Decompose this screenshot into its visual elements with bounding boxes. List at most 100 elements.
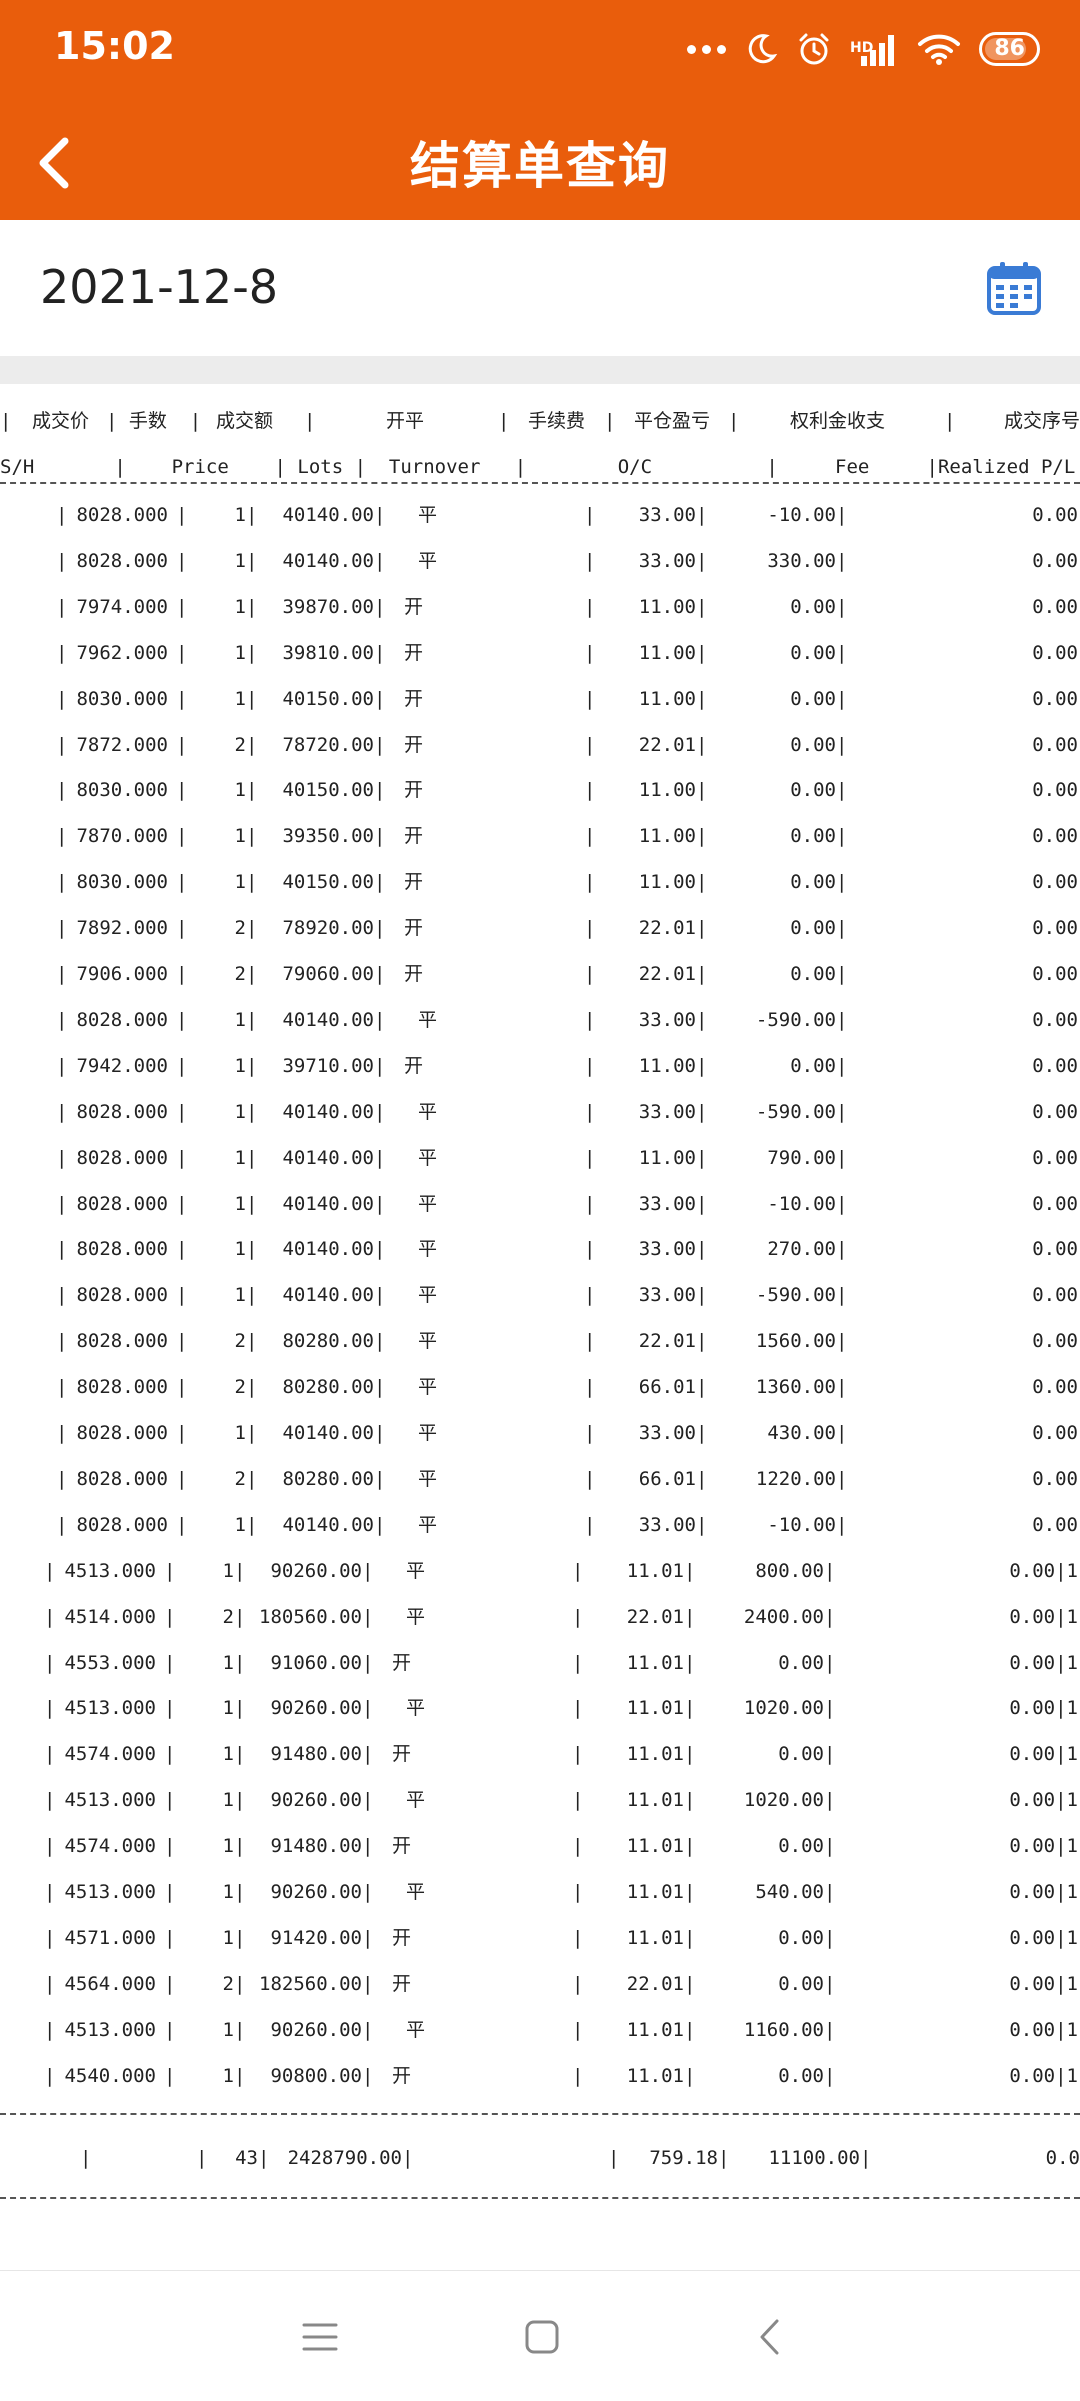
column-separator: | xyxy=(584,1146,596,1169)
cell-lots: 1 xyxy=(222,1697,234,1720)
cell-premium: 0.00|1 xyxy=(1009,1651,1078,1674)
column-separator: | xyxy=(696,1192,708,1215)
column-separator: | xyxy=(684,1605,696,1628)
cell-realized-pl: -590.00 xyxy=(755,1284,836,1307)
column-separator: | xyxy=(56,549,68,572)
cell-oc: 平 xyxy=(406,1605,426,1628)
column-separator: | xyxy=(836,779,848,802)
column-separator: | xyxy=(684,1697,696,1720)
column-separator: | xyxy=(584,1054,596,1077)
column-separator: | xyxy=(164,1789,176,1812)
cell-fee: 22.01 xyxy=(638,963,696,985)
back-button[interactable] xyxy=(20,128,90,198)
column-separator: | xyxy=(56,1100,68,1123)
calendar-button[interactable] xyxy=(986,260,1042,316)
column-separator: | xyxy=(246,825,258,848)
cell-realized-pl: -590.00 xyxy=(755,1008,836,1031)
column-separator: | xyxy=(718,2146,730,2169)
column-separator: | xyxy=(374,871,386,894)
cell-fee: 33.00 xyxy=(638,504,696,526)
cell-price: 8028.000 xyxy=(76,1192,168,1215)
column-separator: | xyxy=(374,549,386,572)
menu-button[interactable] xyxy=(280,2299,360,2375)
cell-oc: 开 xyxy=(392,1835,412,1858)
column-separator: | xyxy=(362,1972,374,1995)
cell-price: 8030.000 xyxy=(76,779,168,802)
cell-lots: 1 xyxy=(222,1743,234,1766)
back-icon xyxy=(760,2319,779,2355)
column-separator: | xyxy=(836,641,848,664)
system-nav-bar xyxy=(0,2270,1080,2401)
cell-oc: 开 xyxy=(404,595,424,618)
table-row: | 4574.000 | 1 | 91480.00 | 开 | 11.01 | 0.00 | 0.00|1 xyxy=(0,1823,1080,1869)
cell-price: 7906.000 xyxy=(76,963,168,985)
column-separator: | xyxy=(836,825,848,848)
home-button[interactable] xyxy=(502,2299,582,2375)
column-separator: | xyxy=(374,1330,386,1353)
table-row: | 8030.000 | 1 | 40150.00 | 开 | 11.00 | 0.00 | 0.00 xyxy=(0,767,1080,813)
column-separator: | xyxy=(572,1972,584,1995)
cell-fee: 33.00 xyxy=(638,1513,696,1536)
column-separator: | xyxy=(584,1513,596,1536)
column-separator: | xyxy=(824,1789,836,1812)
cell-turnover: 80280.00 xyxy=(282,1467,374,1490)
cell-price: 4564.000 xyxy=(64,1972,156,1995)
column-separator: | xyxy=(836,1238,848,1261)
cell-oc: 开 xyxy=(392,1743,412,1766)
cell-price: 8028.000 xyxy=(76,1008,168,1031)
cell-premium: 0.00 xyxy=(1032,871,1078,894)
cell-oc: 开 xyxy=(404,687,424,710)
cell-turnover: 91060.00 xyxy=(270,1651,362,1674)
column-separator: | xyxy=(164,2018,176,2041)
column-separator: | xyxy=(696,1330,708,1353)
cell-lots: 1 xyxy=(234,1192,246,1215)
column-separator: | xyxy=(56,595,68,618)
column-separator: | xyxy=(44,1559,56,1582)
column-separator: | xyxy=(584,1376,596,1399)
cell-price: 7870.000 xyxy=(76,825,168,848)
column-separator: | xyxy=(584,963,596,985)
table-row: | 7872.000 | 2 | 78720.00 | 开 | 22.01 | 0.00 | 0.00 xyxy=(0,722,1080,768)
date-row: 2021-12-8 xyxy=(0,220,1080,356)
column-separator: | xyxy=(584,1330,596,1353)
column-separator: | xyxy=(572,1697,584,1720)
cell-oc: 平 xyxy=(418,1238,438,1261)
column-separator: | xyxy=(164,1651,176,1674)
column-separator: | xyxy=(684,1789,696,1812)
header-cn-row: | 成交价 | 手数 | 成交额 | 开平 | 手续费 | 平仓盈亏 | 权利金… xyxy=(0,398,1080,444)
selected-date[interactable]: 2021-12-8 xyxy=(40,260,279,314)
nav-back-button[interactable] xyxy=(730,2299,810,2375)
table-row: | 7974.000 | 1 | 39870.00 | 开 | 11.00 | 0.00 | 0.00 xyxy=(0,584,1080,630)
column-separator: | xyxy=(836,595,848,618)
cell-lots: 2 xyxy=(234,733,246,756)
column-separator: | xyxy=(824,1926,836,1949)
column-separator: | xyxy=(246,963,258,985)
cell-realized-pl: 11100.00 xyxy=(768,2146,860,2169)
cell-premium: 0.00 xyxy=(1032,595,1078,618)
column-separator: | xyxy=(164,1697,176,1720)
column-separator: | xyxy=(374,1467,386,1490)
table-row: | 8028.000 | 2 | 80280.00 | 平 | 66.01 | 1220.00 | 0.0… xyxy=(0,1456,1080,1502)
cell-realized-pl: 0.00 xyxy=(778,1926,824,1949)
cell-realized-pl: 0.00 xyxy=(790,779,836,802)
column-separator: | xyxy=(56,1146,68,1169)
cell-realized-pl: 800.00 xyxy=(755,1559,824,1582)
settlement-statement[interactable]: | 成交价 | 手数 | 成交额 | 开平 | 手续费 | 平仓盈亏 | 权利金… xyxy=(0,384,1080,2220)
total-row: | | 43 | 2428790.00 | | 759.18 | 11100.00 | 0.0 xyxy=(0,2135,1080,2181)
column-separator: | xyxy=(572,1605,584,1628)
column-separator: | xyxy=(696,733,708,756)
cell-turnover: 40140.00 xyxy=(282,1284,374,1307)
cell-premium: 0.00 xyxy=(1032,641,1078,664)
dots-icon xyxy=(687,44,727,54)
column-separator: | xyxy=(246,1422,258,1444)
column-separator: | xyxy=(696,779,708,802)
cell-fee: 11.01 xyxy=(626,1835,684,1858)
column-separator: | xyxy=(56,963,68,985)
cell-turnover: 78920.00 xyxy=(282,917,374,940)
table-row: | 4571.000 | 1 | 91420.00 | 开 | 11.01 | 0.00 | 0.00|1 xyxy=(0,1915,1080,1961)
column-separator: | xyxy=(374,595,386,618)
cell-fee: 11.01 xyxy=(626,1789,684,1812)
cell-price: 4574.000 xyxy=(64,1835,156,1858)
column-separator: | xyxy=(696,1054,708,1077)
column-separator: | xyxy=(696,1467,708,1490)
